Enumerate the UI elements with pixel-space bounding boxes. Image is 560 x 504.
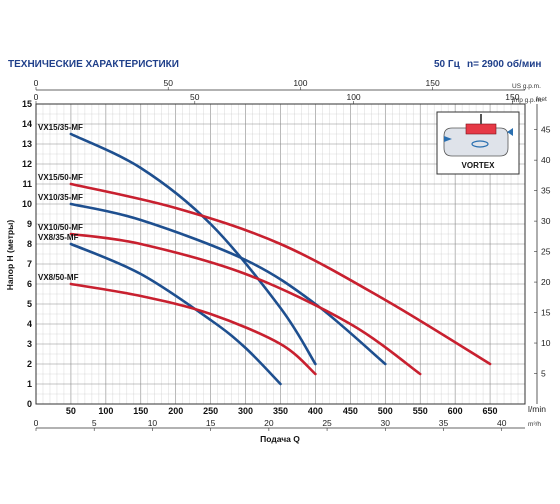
x-tick-label: 400 xyxy=(308,406,323,416)
y-tick-label: 5 xyxy=(27,299,32,309)
m3h-tick-label: 10 xyxy=(148,418,158,428)
feet-tick-label: 15 xyxy=(541,308,551,318)
lmin-unit: l/min xyxy=(528,404,546,414)
us-gpm-tick-label: 0 xyxy=(34,78,39,88)
x-tick-label: 50 xyxy=(66,406,76,416)
x-tick-label: 600 xyxy=(448,406,463,416)
inset-label: VORTEX xyxy=(462,161,496,170)
imp-gpm-unit: Imp g.p.m. xyxy=(512,97,543,104)
feet-tick-labels: 5 10 15 20 25 30 35 40 45 xyxy=(534,125,551,379)
curve-vx15-35-mf xyxy=(69,132,317,366)
m3h-tick-labels: 0 5 10 15 20 25 30 35 40 xyxy=(34,418,507,431)
y-tick-label: 10 xyxy=(22,199,32,209)
feet-tick-label: 20 xyxy=(541,277,551,287)
series-labels: VX15/35-MF VX15/50-MF VX10/35-MF VX10/50-MF… xyxy=(38,123,83,282)
x-tick-label: 450 xyxy=(343,406,358,416)
curve-vx10-50-mf xyxy=(69,232,422,376)
series-label-vx15-35-mf: VX15/35-MF xyxy=(38,123,83,132)
feet-tick-label: 5 xyxy=(541,369,546,379)
y-tick-label: 14 xyxy=(22,119,32,129)
feet-tick-label: 45 xyxy=(541,125,551,135)
series-label-vx8-50-mf: VX8/50-MF xyxy=(38,273,79,282)
y-tick-label: 0 xyxy=(27,399,32,409)
y-tick-label: 12 xyxy=(22,159,32,169)
m3h-unit: m³/h xyxy=(528,421,541,428)
y-tick-label: 11 xyxy=(22,179,32,189)
x-tick-label: 300 xyxy=(238,406,253,416)
y-tick-label: 8 xyxy=(27,239,32,249)
curve-vx8-35-mf xyxy=(69,242,282,386)
imp-gpm-tick-label: 0 xyxy=(34,92,39,102)
us-gpm-tick-label: 100 xyxy=(293,78,307,88)
y-tick-label: 9 xyxy=(27,219,32,229)
x-axis-title: Подача Q xyxy=(260,434,300,444)
x-tick-label: 350 xyxy=(273,406,288,416)
vortex-inset: VORTEX xyxy=(436,111,520,175)
outlet-arrow-icon xyxy=(507,128,513,136)
series-label-vx10-50-mf: VX10/50-MF xyxy=(38,223,83,232)
y-tick-label: 6 xyxy=(27,279,32,289)
feet-tick-label: 10 xyxy=(541,338,551,348)
us-gpm-tick-labels: 0 50 100 150 xyxy=(34,78,440,90)
curve-vx10-35-mf xyxy=(69,202,387,366)
imp-gpm-tick-label: 100 xyxy=(346,92,360,102)
y-tick-label: 15 xyxy=(22,99,32,109)
x-tick-label: 250 xyxy=(203,406,218,416)
m3h-tick-label: 0 xyxy=(34,418,39,428)
series-label-vx15-50-mf: VX15/50-MF xyxy=(38,173,83,182)
inlet-arrow-icon xyxy=(444,136,452,142)
imp-gpm-tick-label: 150 xyxy=(505,92,519,102)
feet-tick-label: 25 xyxy=(541,247,551,257)
x-tick-label: 150 xyxy=(133,406,148,416)
m3h-tick-label: 30 xyxy=(381,418,391,428)
x-tick-label: 200 xyxy=(168,406,183,416)
m3h-tick-label: 35 xyxy=(439,418,449,428)
y-tick-label: 2 xyxy=(27,359,32,369)
feet-tick-label: 35 xyxy=(541,186,551,196)
m3h-tick-label: 20 xyxy=(264,418,274,428)
feet-tick-label: 40 xyxy=(541,155,551,165)
us-gpm-unit: US g.p.m. xyxy=(512,83,541,90)
us-gpm-tick-label: 150 xyxy=(426,78,440,88)
y-axis-title: Напор Н (метры) xyxy=(5,220,15,291)
feet-tick-label: 30 xyxy=(541,216,551,226)
imp-gpm-tick-label: 50 xyxy=(190,92,200,102)
m3h-tick-label: 40 xyxy=(497,418,507,428)
speed-label: n= 2900 об/мин xyxy=(467,58,541,70)
us-gpm-tick-label: 50 xyxy=(163,78,173,88)
x-tick-label: 650 xyxy=(483,406,498,416)
m3h-tick-label: 25 xyxy=(322,418,332,428)
y-tick-label: 3 xyxy=(27,339,32,349)
m3h-tick-label: 15 xyxy=(206,418,216,428)
y-tick-label: 1 xyxy=(27,379,32,389)
x-tick-labels: 50 100 150 200 250 300 350 400 450 500 550 600 650 xyxy=(66,406,498,416)
vortex-swirl-icon xyxy=(471,140,489,148)
frequency-label: 50 Гц xyxy=(434,59,461,70)
y-tick-label: 4 xyxy=(27,319,32,329)
series-label-vx10-35-mf: VX10/35-MF xyxy=(38,193,83,202)
series-label-vx8-35-mf: VX8/35-MF xyxy=(38,233,79,242)
curve-vx8-50-mf xyxy=(69,282,317,376)
x-tick-label: 500 xyxy=(378,406,393,416)
top-axes: US g.p.m. Imp g.p.m. xyxy=(36,83,543,105)
y-tick-label: 13 xyxy=(22,139,32,149)
impeller-icon xyxy=(465,123,497,135)
chart-title: ТЕХНИЧЕСКИЕ ХАРАКТЕРИСТИКИ xyxy=(8,59,179,70)
y-tick-label: 7 xyxy=(27,259,32,269)
imp-gpm-tick-labels: 0 50 100 150 xyxy=(34,92,520,104)
x-tick-label: 100 xyxy=(98,406,113,416)
series-curves xyxy=(69,132,492,386)
feet-unit: feet xyxy=(536,96,547,103)
x-tick-label: 550 xyxy=(413,406,428,416)
m3h-tick-label: 5 xyxy=(92,418,97,428)
curve-vx15-50-mf xyxy=(69,182,492,366)
